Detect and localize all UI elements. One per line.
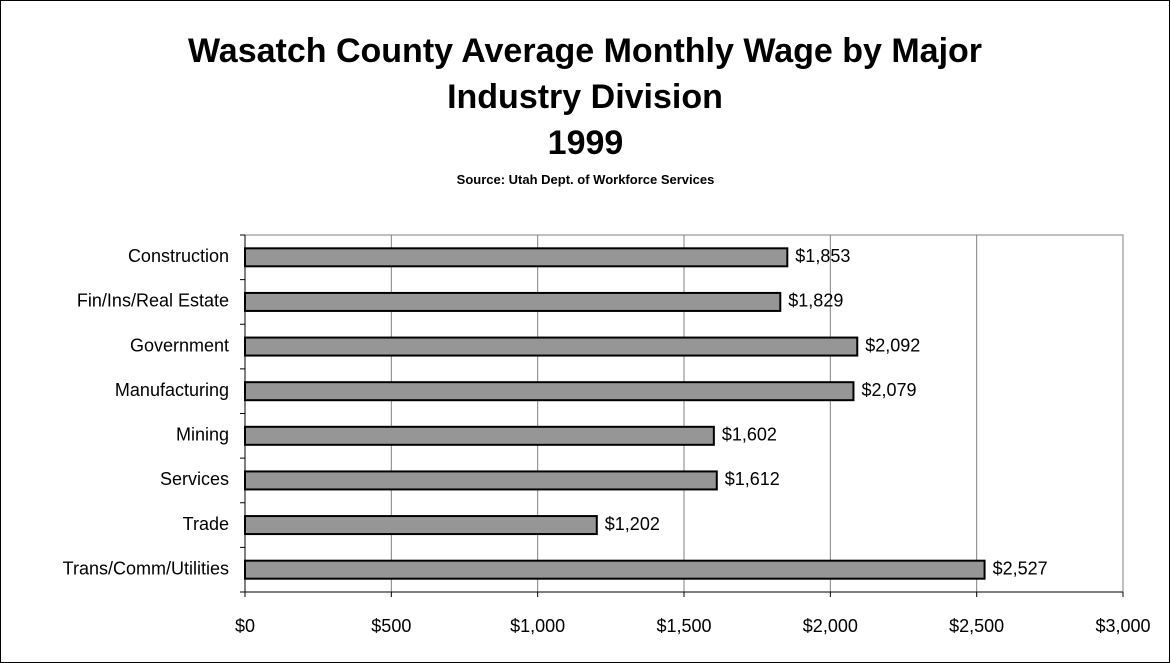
bar bbox=[244, 336, 859, 357]
y-tick-label: Fin/Ins/Real Estate bbox=[77, 291, 229, 311]
bar bbox=[244, 425, 715, 446]
x-tick-label: $500 bbox=[371, 616, 411, 636]
data-label: $2,092 bbox=[865, 335, 920, 355]
x-tick-label: $1,000 bbox=[510, 616, 565, 636]
bar bbox=[244, 291, 782, 312]
y-tick-label: Trade bbox=[183, 514, 229, 534]
bar bbox=[244, 381, 855, 402]
y-tick-label: Trans/Comm/Utilities bbox=[63, 558, 229, 578]
x-tick-label: $1,500 bbox=[656, 616, 711, 636]
y-tick-label: Construction bbox=[128, 246, 229, 266]
data-label: $2,079 bbox=[861, 380, 916, 400]
x-tick-label: $3,000 bbox=[1095, 616, 1150, 636]
x-tick-label: $2,500 bbox=[949, 616, 1004, 636]
data-label: $1,853 bbox=[795, 246, 850, 266]
y-tick-label: Mining bbox=[176, 425, 229, 445]
bar bbox=[244, 470, 718, 491]
chart-title: Wasatch County Average Monthly Wage by M… bbox=[187, 32, 983, 116]
bar bbox=[244, 247, 789, 268]
x-tick-label: $2,000 bbox=[803, 616, 858, 636]
y-tick-label: Services bbox=[160, 469, 229, 489]
x-tick-label: $0 bbox=[235, 616, 255, 636]
bar bbox=[244, 515, 598, 536]
chart-subtitle: 1999 bbox=[547, 124, 624, 162]
data-label: $1,602 bbox=[722, 425, 777, 445]
data-label: $1,829 bbox=[788, 291, 843, 311]
chart-source: Source: Utah Dept. of Workforce Services bbox=[456, 172, 715, 187]
data-label: $1,612 bbox=[725, 469, 780, 489]
data-label: $2,527 bbox=[993, 558, 1048, 578]
data-label: $1,202 bbox=[605, 514, 660, 534]
y-tick-label: Manufacturing bbox=[115, 380, 229, 400]
y-tick-label: Government bbox=[130, 335, 229, 355]
bar bbox=[244, 559, 986, 580]
